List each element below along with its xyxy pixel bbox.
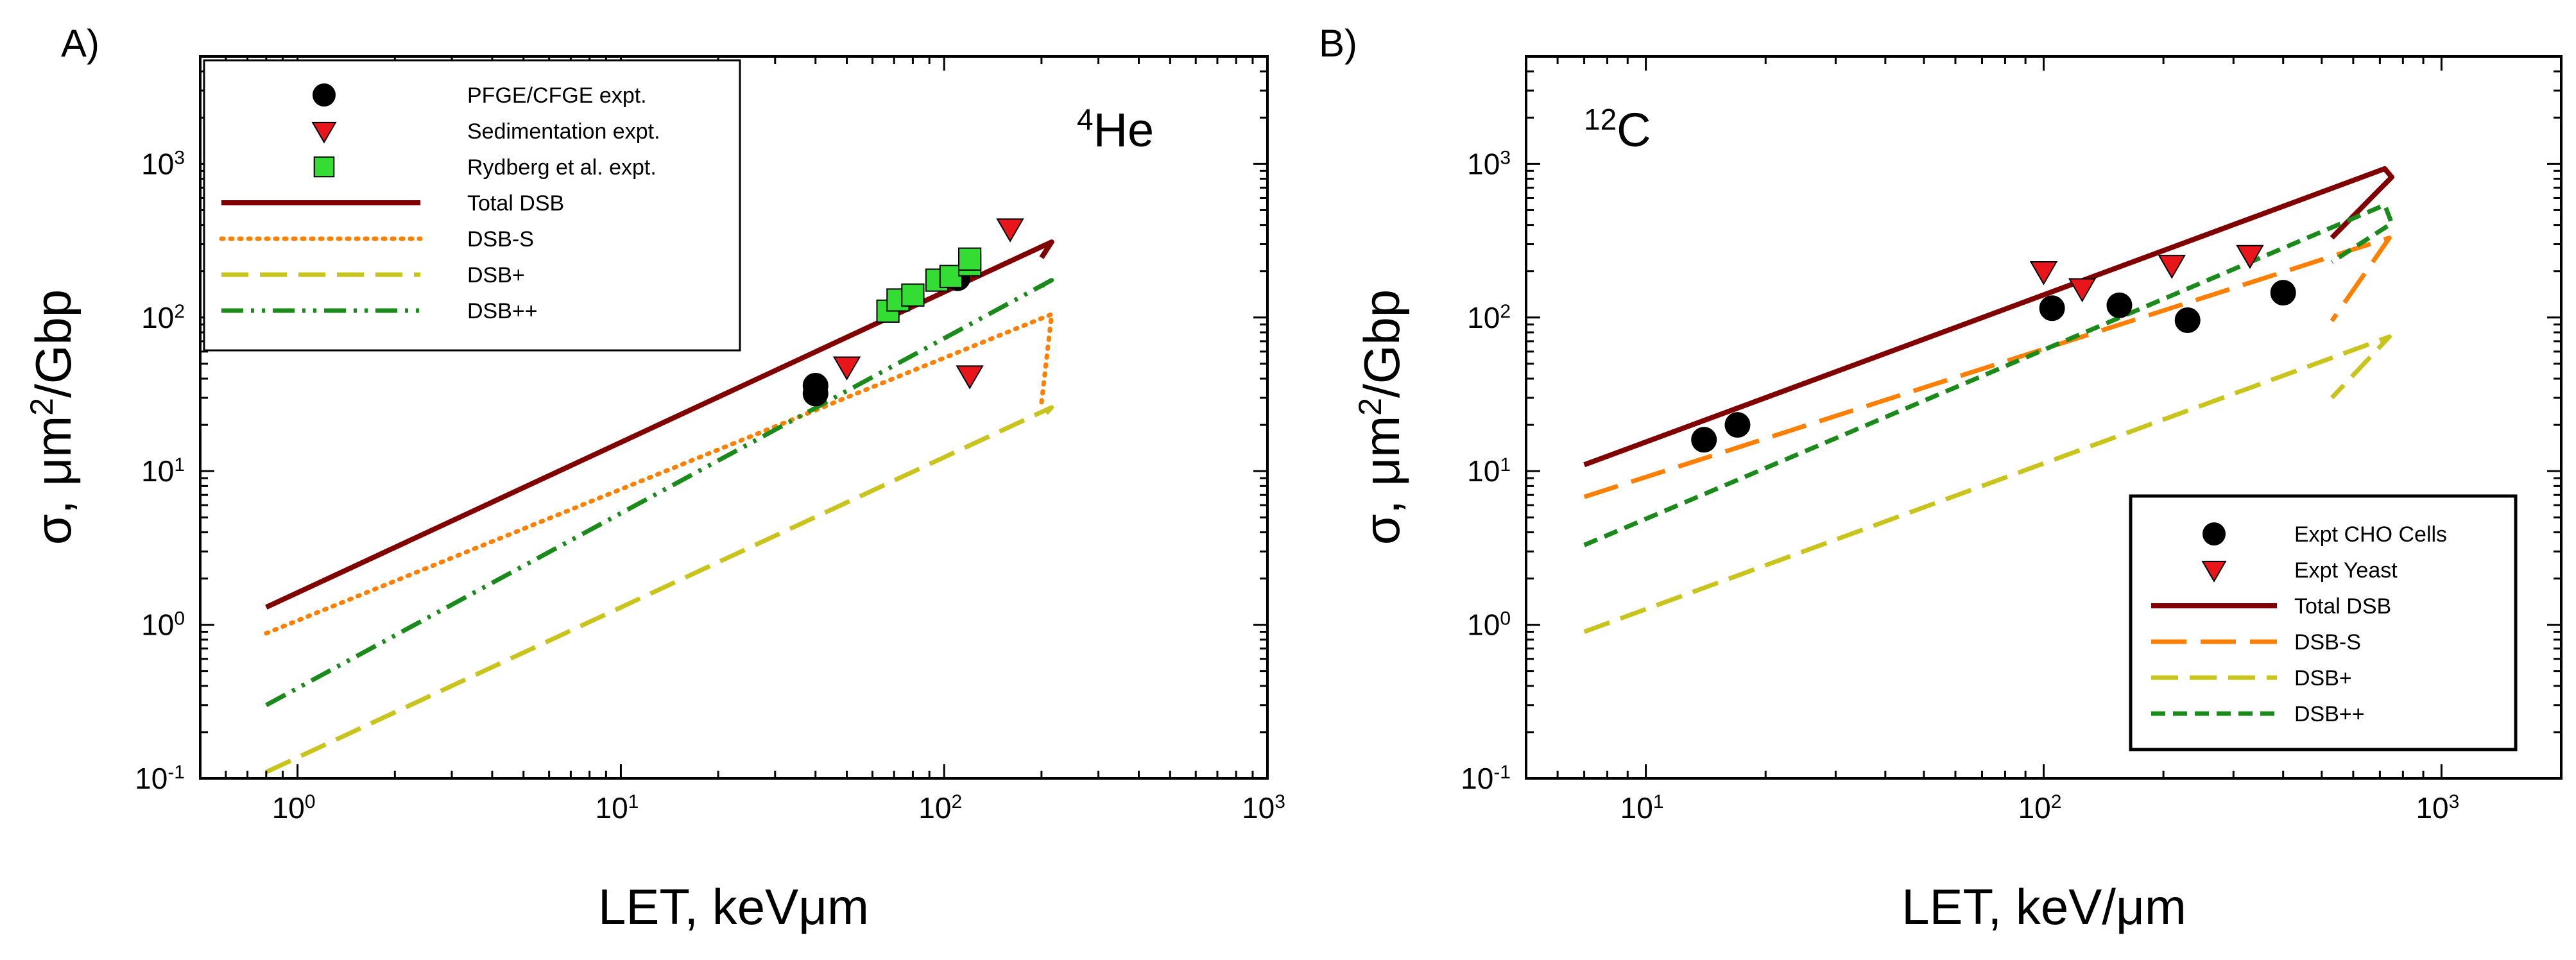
data-point-triangle-down xyxy=(2158,255,2186,279)
data-point-square xyxy=(958,247,982,271)
panel-a-plot-frame xyxy=(199,55,1269,780)
series-line-dsb- xyxy=(265,405,1054,775)
legend-label: Total DSB xyxy=(2294,594,2391,619)
y-tick-label: 102 xyxy=(1467,300,1511,334)
legend-label: Expt CHO Cells xyxy=(2294,522,2447,547)
legend-entry: Expt CHO Cells xyxy=(2202,522,2447,547)
legend-label: DSB++ xyxy=(2294,702,2365,726)
legend-entry: DSB+ xyxy=(2151,666,2352,690)
legend-label: DSB++ xyxy=(467,299,538,323)
legend-entry: PFGE/CFGE expt. xyxy=(313,83,647,108)
y-tick-label: 103 xyxy=(1467,147,1511,181)
series-line-total-dsb xyxy=(1583,166,2394,468)
data-point-triangle-down xyxy=(956,365,984,390)
legend-label: PFGE/CFGE expt. xyxy=(467,83,647,108)
panel-b-ticks: 101 102 103 10-1 100 101 102 103 xyxy=(1461,55,2563,825)
legend-label: Expt Yeast xyxy=(2294,558,2398,583)
data-point-triangle-down xyxy=(2029,261,2058,286)
y-tick-label: 10-1 xyxy=(135,762,185,796)
y-tick-label: 102 xyxy=(141,300,185,334)
legend-marker-triangle-down xyxy=(2201,560,2227,583)
legend-marker-circle xyxy=(313,83,336,107)
legend-entry: DSB-S xyxy=(2151,630,2361,655)
panel-a: A) 100 101 102 103 10-1 100 101 102 103 σ, μm2/G… xyxy=(24,22,1285,935)
panel-b-isotope-annotation: 12C xyxy=(1584,103,1651,157)
legend-entry: Sedimentation expt. xyxy=(311,119,660,144)
panel-b-isotope-mass: 12 xyxy=(1584,103,1617,136)
legend-entry: Total DSB xyxy=(2151,594,2391,619)
y-tick-label: 100 xyxy=(141,608,185,642)
legend-label: DSB+ xyxy=(467,263,525,287)
data-point-triangle-down xyxy=(832,356,861,381)
y-tick-label: 101 xyxy=(1467,454,1511,488)
panel-a-xlabel: LET, keVμm xyxy=(598,879,869,935)
legend-label: DSB-S xyxy=(467,227,534,252)
data-point-circle xyxy=(802,381,829,407)
series-line-dsb- xyxy=(265,278,1054,707)
data-point-triangle-down xyxy=(2236,244,2264,270)
panel-b-label: B) xyxy=(1319,22,1357,65)
legend-entry: DSB++ xyxy=(221,299,538,323)
y-tick-label: 103 xyxy=(141,147,185,181)
legend-label: DSB+ xyxy=(2294,666,2352,690)
series-line-dsb-s xyxy=(1583,236,2392,499)
panel-b-legend: Expt CHO Cells Expt Yeast Total DSB DSB-S DS… xyxy=(2129,494,2518,751)
data-point-triangle-down xyxy=(996,218,1024,243)
legend-marker-square xyxy=(313,156,335,178)
panel-a-isotope-annotation: 4He xyxy=(1077,103,1154,157)
data-point-circle xyxy=(2270,280,2296,306)
x-tick-label: 102 xyxy=(2018,791,2062,825)
y-tick-label: 10-1 xyxy=(1461,762,1511,796)
legend-entry: DSB++ xyxy=(2151,702,2365,726)
series-line-dsb- xyxy=(1583,334,2392,634)
legend-entry: DSB+ xyxy=(221,263,525,287)
series-line-total-dsb xyxy=(265,239,1054,610)
legend-entry: Expt Yeast xyxy=(2201,558,2398,583)
legend-entry: Rydberg et al. expt. xyxy=(313,155,657,180)
legend-label: Total DSB xyxy=(467,191,564,216)
panel-a-isotope-mass: 4 xyxy=(1077,103,1094,136)
legend-marker-triangle-down xyxy=(311,121,337,144)
legend-entry: DSB-S xyxy=(219,227,534,252)
data-point-circle xyxy=(2039,295,2065,321)
x-tick-label: 101 xyxy=(596,791,639,825)
legend-label: DSB-S xyxy=(2294,630,2361,655)
y-tick-label: 100 xyxy=(1467,608,1511,642)
panel-a-legend: PFGE/CFGE expt. Sedimentation expt. Rydber… xyxy=(203,59,741,352)
x-tick-label: 103 xyxy=(2416,791,2459,825)
legend-label: Rydberg et al. expt. xyxy=(467,155,657,180)
panel-b-ylabel: σ, μm2/Gbp xyxy=(1352,289,1410,545)
y-tick-label: 101 xyxy=(141,454,185,488)
panel-a-ylabel: σ, μm2/Gbp xyxy=(24,289,82,545)
panel-b-xlabel: LET, keV/μm xyxy=(1902,879,2186,935)
panel-a-isotope-element: He xyxy=(1094,103,1155,157)
data-point-triangle-down xyxy=(2068,278,2097,303)
data-point-circle xyxy=(1724,412,1751,438)
panel-a-label: A) xyxy=(61,22,99,65)
data-point-circle xyxy=(2106,292,2133,318)
x-tick-label: 100 xyxy=(272,791,316,825)
data-point-square xyxy=(901,283,925,307)
legend-entry: Total DSB xyxy=(221,191,564,216)
x-tick-label: 102 xyxy=(918,791,962,825)
legend-marker-circle xyxy=(2202,522,2226,545)
x-tick-label: 101 xyxy=(1620,791,1664,825)
series-line-dsb-s xyxy=(264,312,1054,636)
panel-b-isotope-element: C xyxy=(1617,103,1651,157)
legend-label: Sedimentation expt. xyxy=(467,119,660,144)
series-line-dsb- xyxy=(1583,202,2394,547)
data-point-circle xyxy=(2174,307,2201,334)
panel-a-plot-content xyxy=(264,218,1054,775)
panel-b-plot-content xyxy=(1583,166,2394,634)
panel-a-ticks: 100 101 102 103 10-1 100 101 102 103 xyxy=(135,55,1285,825)
data-point-circle xyxy=(1691,427,1717,453)
x-tick-label: 103 xyxy=(1242,791,1285,825)
